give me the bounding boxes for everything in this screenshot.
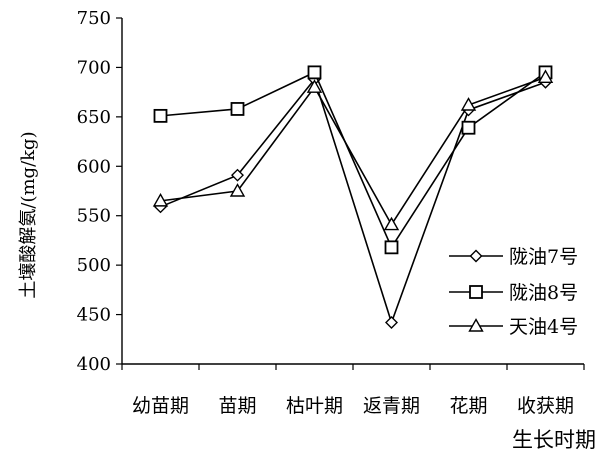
data-point [306,79,323,93]
x-tick-label: 幼苗期 [132,395,189,417]
x-axis-ticks: 幼苗期 苗期 枯叶期 返青期 花期 收获期 [121,364,585,417]
y-tick-label: 450 [77,305,111,326]
y-tick-label: 500 [77,255,111,276]
chart-series [152,65,554,329]
legend-marker [469,249,483,263]
legend-item: 陇油7号 [449,246,578,268]
series-line [160,76,546,227]
data-point [231,168,244,182]
y-tick-label: 700 [77,57,111,78]
x-tick-label: 收获期 [517,395,574,417]
x-tick-label: 枯叶期 [286,395,343,417]
chart-axes [121,18,584,365]
x-tick-label: 花期 [449,395,487,417]
legend-marker [469,285,483,299]
data-point [307,65,322,80]
x-tick-label: 返青期 [363,395,420,417]
legend-label: 天油4号 [509,316,578,338]
data-point [383,216,400,231]
legend-label: 陇油8号 [509,282,578,304]
series-group [152,69,554,231]
series-group [153,65,553,255]
data-point [230,102,245,116]
x-tick-label: 苗期 [218,395,256,417]
legend-marker [468,318,484,332]
y-tick-label: 550 [77,206,111,227]
data-point [537,69,554,84]
series-line [160,71,546,250]
data-point [152,192,169,207]
y-tick-label: 400 [77,354,111,375]
data-point [385,315,398,329]
series-line [160,77,546,325]
data-point [460,97,477,111]
y-tick-label: 600 [77,156,111,177]
y-tick-label: 750 [77,8,111,29]
data-point [384,240,399,255]
y-tick-label: 650 [77,107,111,128]
y-axis-label: 土壤酸解氨/(mg/kg) [18,131,39,298]
x-axis-label: 生长时期 [512,428,596,452]
data-point [461,120,476,135]
legend-item: 陇油8号 [449,282,578,304]
y-axis-ticks: 400 450 500 550 600 650 700 750 [77,8,122,375]
data-point [229,183,246,197]
legend-label: 陇油7号 [509,246,578,268]
legend-item: 天油4号 [449,316,578,338]
data-point [153,108,168,123]
